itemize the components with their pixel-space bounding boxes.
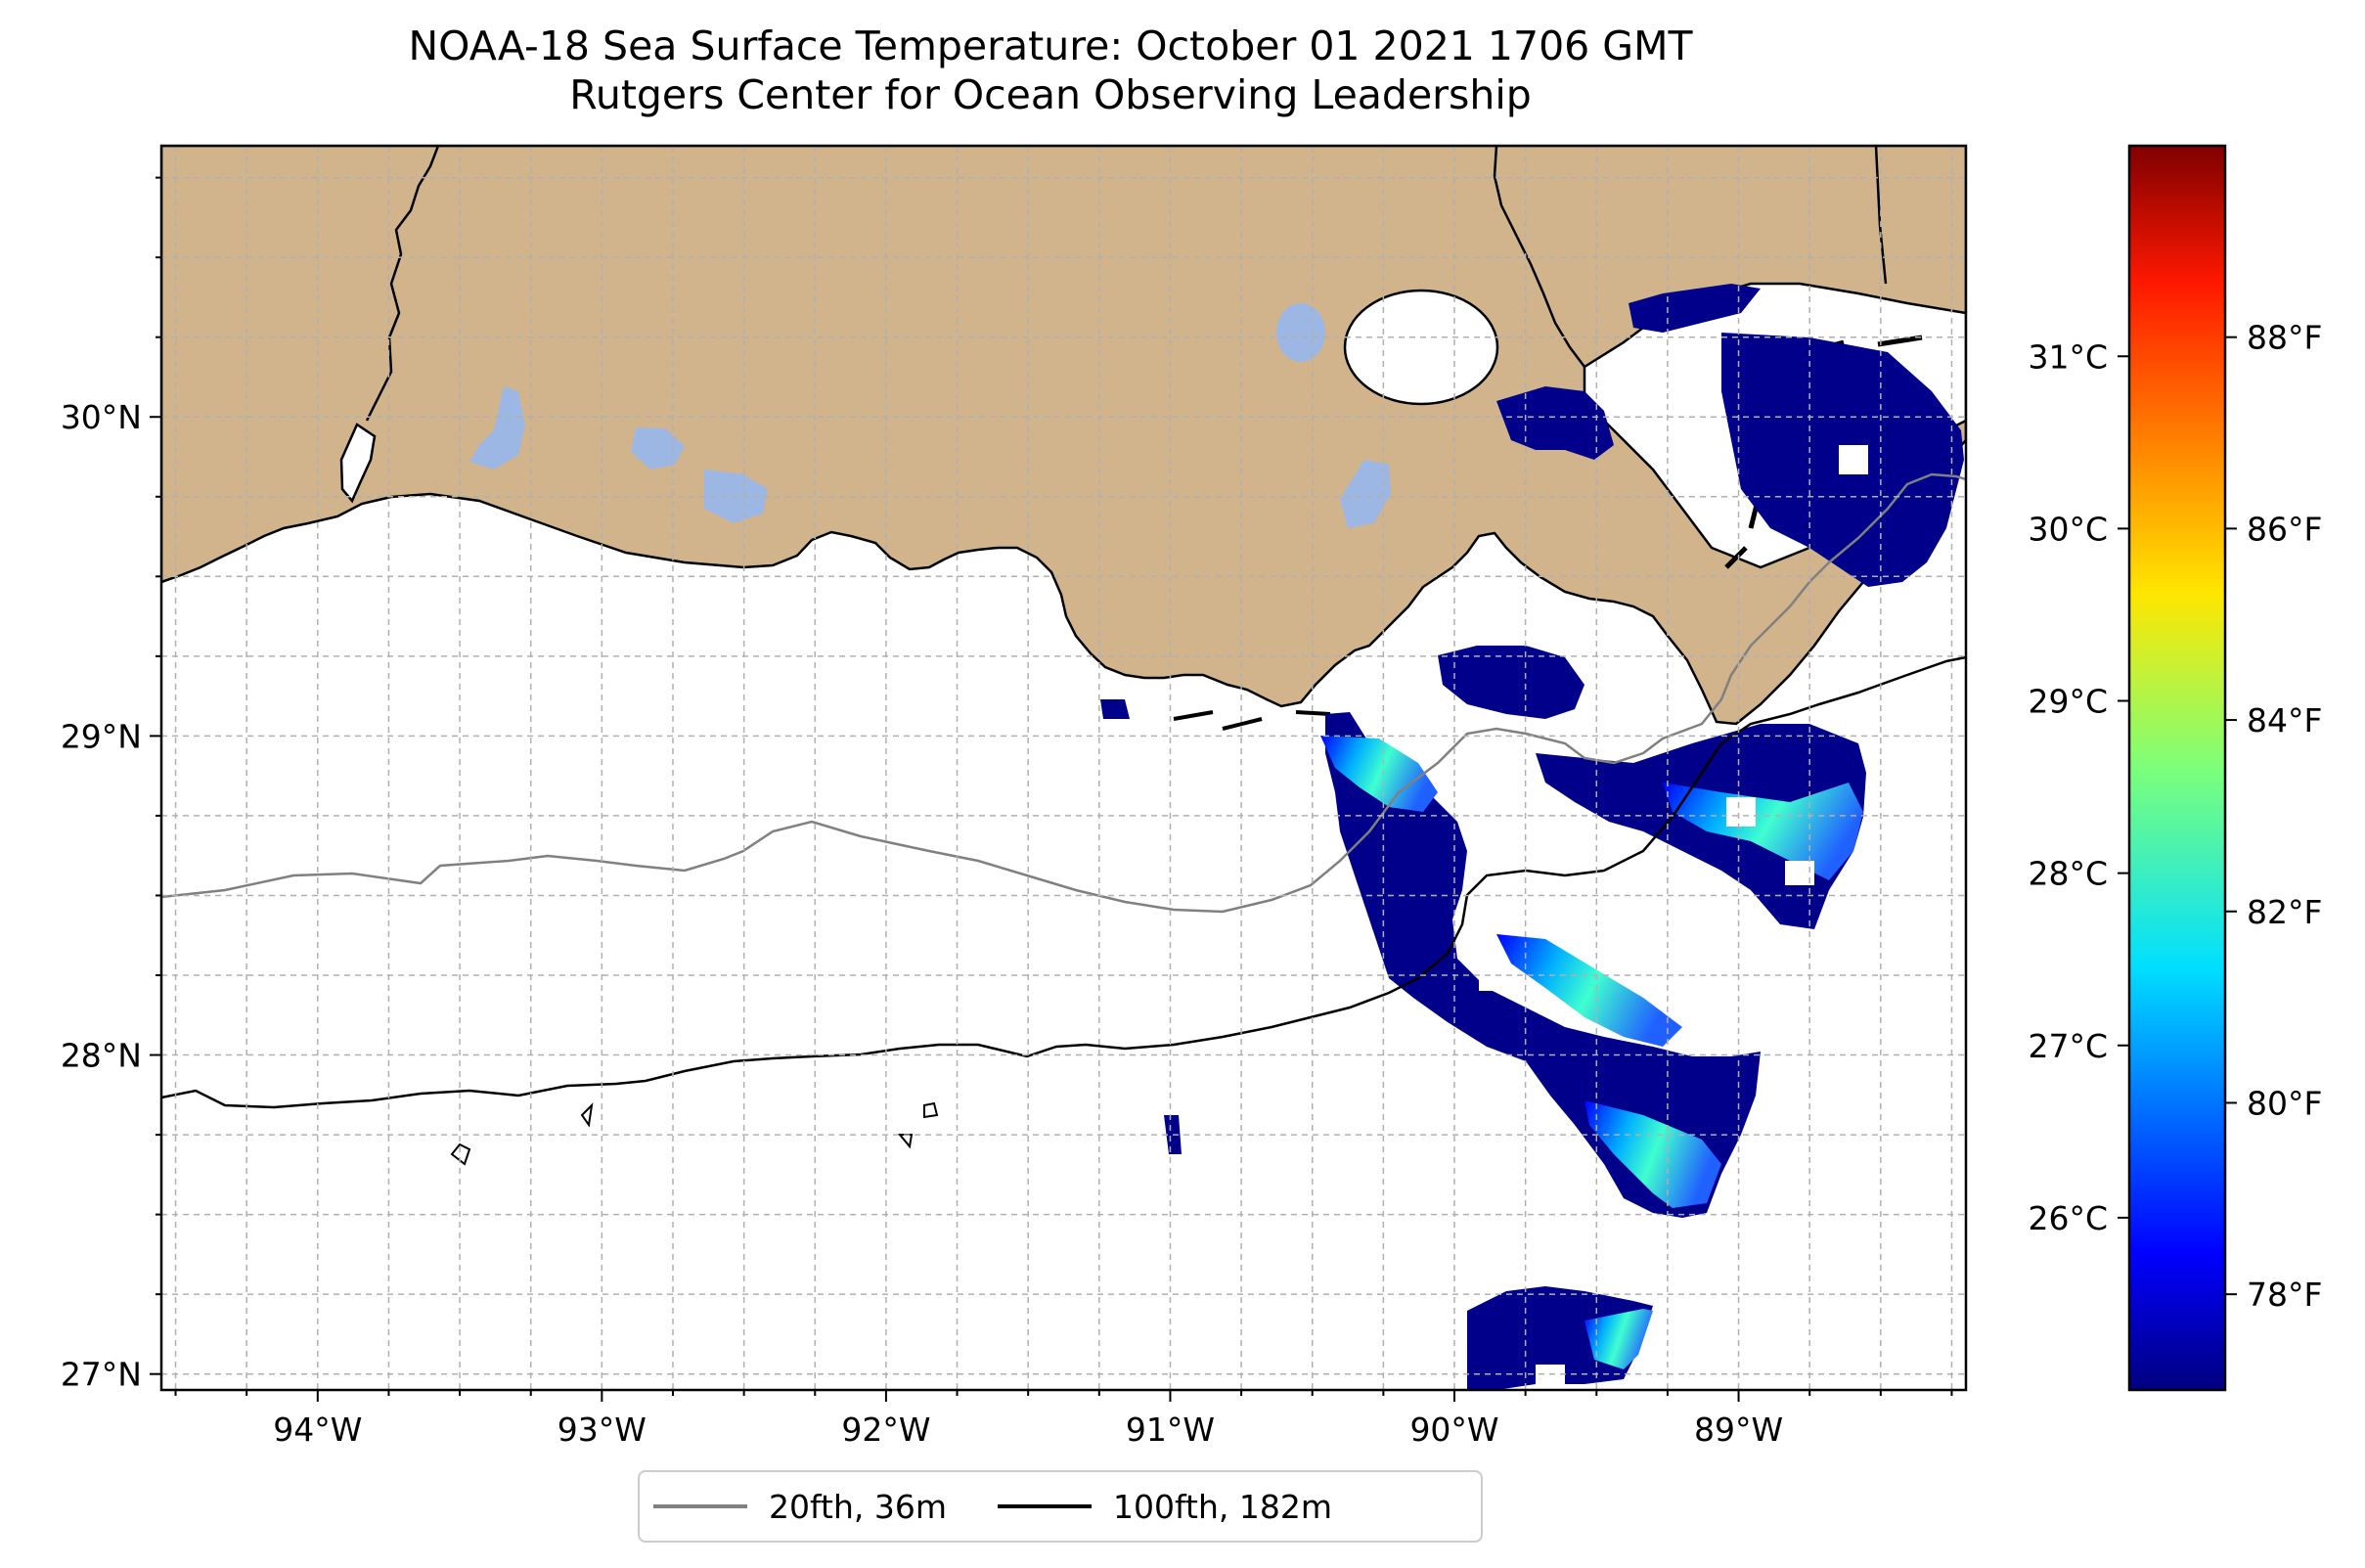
lat-tick-label: 27°N xyxy=(61,1356,142,1394)
lon-tick-label: 90°W xyxy=(1409,1411,1498,1449)
map-title: NOAA-18 Sea Surface Temperature: October… xyxy=(0,22,2101,119)
isobath-100fth xyxy=(161,655,1966,1109)
colorbar-celsius-axis: 26°C 27°C 28°C 29°C 30°C 31°C xyxy=(2028,337,2129,1237)
sst-patch-small-2 xyxy=(1100,699,1130,719)
map-gridlines xyxy=(161,146,1966,1390)
lon-tick-label: 91°W xyxy=(1126,1411,1215,1449)
sst-warm-band-north xyxy=(1320,736,1438,812)
lake-maurepas xyxy=(1276,303,1325,362)
fahrenheit-tick-label: 82°F xyxy=(2247,893,2322,931)
state-boundary-la-ms xyxy=(1493,146,1585,368)
lat-tick-label: 29°N xyxy=(61,717,142,755)
colorbar: 26°C 27°C 28°C 29°C 30°C 31°C 78°F 80°F 82°F 84°… xyxy=(2028,144,2322,1392)
cloud-gap-1 xyxy=(1479,963,1504,991)
lon-tick-label: 92°W xyxy=(841,1411,930,1449)
latitude-axis: 27°N 28°N 29°N 30°N xyxy=(61,176,161,1394)
fahrenheit-tick-label: 78°F xyxy=(2247,1276,2322,1314)
celsius-tick-label: 29°C xyxy=(2028,683,2108,721)
lake-grand xyxy=(469,386,525,470)
legend-swatch-100fth xyxy=(998,1504,1092,1508)
cloud-gap-2 xyxy=(1726,797,1756,827)
title-line-1: NOAA-18 Sea Surface Temperature: October… xyxy=(408,22,1693,69)
lake-salvador xyxy=(1340,460,1391,528)
sst-patch-delta xyxy=(1438,646,1584,719)
fahrenheit-tick-label: 88°F xyxy=(2247,319,2322,357)
cloud-gap-4 xyxy=(1839,445,1868,474)
sst-patch-north-a xyxy=(1629,284,1761,333)
map-area xyxy=(161,146,1966,1390)
legend-label-20fth: 20fth, 36m xyxy=(769,1487,947,1526)
sst-patch-south xyxy=(1467,1286,1653,1390)
title-line-2: Rutgers Center for Ocean Observing Leade… xyxy=(569,71,1532,118)
lat-tick-label: 30°N xyxy=(61,398,142,436)
isobath-100fth-islands xyxy=(450,1101,939,1166)
sst-data-layer xyxy=(1100,284,1964,1390)
lon-tick-label: 89°W xyxy=(1694,1411,1783,1449)
legend-swatch-20fth xyxy=(653,1504,747,1508)
colorbar-fahrenheit-axis: 78°F 80°F 82°F 84°F 86°F 88°F xyxy=(2225,319,2322,1314)
lat-tick-label: 28°N xyxy=(61,1037,142,1075)
lake-calcasieu xyxy=(339,423,377,504)
isobath-20fth xyxy=(161,472,1966,914)
sst-warm-band-south xyxy=(1584,1100,1721,1208)
legend-entry-20fth: 20fth, 36m xyxy=(653,1488,947,1526)
fahrenheit-tick-label: 86°F xyxy=(2247,510,2322,548)
sst-patch-shelf xyxy=(1325,712,1761,1218)
coastal-islands xyxy=(1173,710,1331,731)
state-boundary-tx-la xyxy=(365,146,440,422)
isobath-legend: 20fth, 36m 100fth, 182m xyxy=(638,1470,1483,1543)
lake-white xyxy=(631,427,685,470)
celsius-tick-label: 26°C xyxy=(2028,1199,2108,1237)
lon-tick-label: 94°W xyxy=(273,1411,362,1449)
colorbar-gradient xyxy=(2127,144,2227,1392)
lon-tick-label: 93°W xyxy=(558,1411,647,1449)
state-boundary-ms-al xyxy=(1874,146,1888,285)
celsius-tick-label: 31°C xyxy=(2028,337,2108,376)
sst-warm-band-east xyxy=(1663,783,1863,880)
lake-pontchartrain xyxy=(1343,289,1499,406)
legend-label-100fth: 100fth, 182m xyxy=(1113,1487,1332,1526)
celsius-tick-label: 27°C xyxy=(2028,1027,2108,1065)
fahrenheit-tick-label: 80°F xyxy=(2247,1084,2322,1122)
map-frame xyxy=(159,144,1968,1392)
longitude-axis: 94°W 93°W 92°W 91°W 90°W 89°W xyxy=(174,1390,1953,1449)
sst-warm-band-mid xyxy=(1496,934,1682,1047)
fahrenheit-tick-label: 84°F xyxy=(2247,701,2322,739)
legend-entry-100fth: 100fth, 182m xyxy=(998,1488,1332,1526)
celsius-tick-label: 28°C xyxy=(2028,855,2108,893)
sst-warm-band-south-2 xyxy=(1584,1309,1653,1369)
celsius-tick-label: 30°C xyxy=(2028,510,2108,548)
